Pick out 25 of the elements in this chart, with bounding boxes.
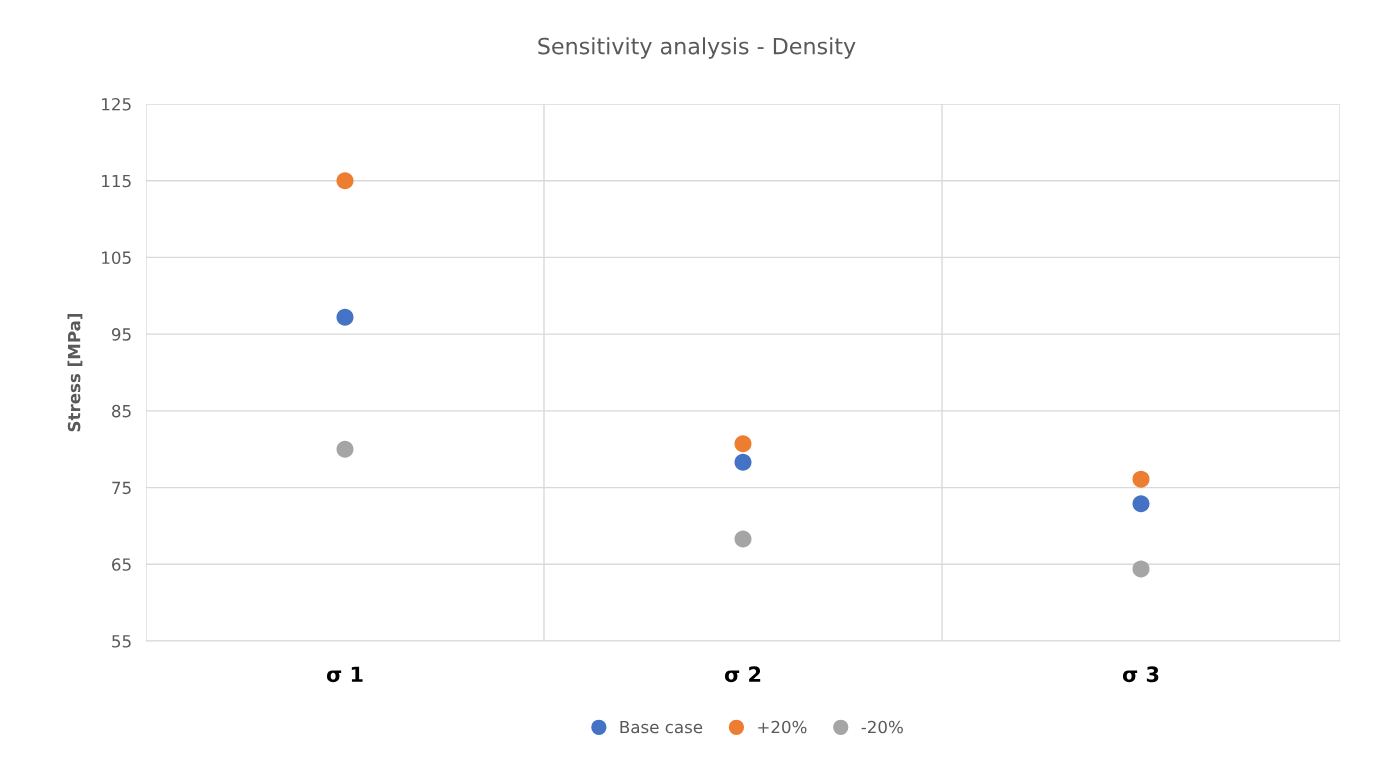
legend-label: -20% bbox=[861, 720, 903, 734]
x-tick-label: σ 3 bbox=[1122, 666, 1159, 683]
legend-label: Base case bbox=[620, 720, 703, 734]
point bbox=[336, 308, 354, 326]
legend-label: +20% bbox=[758, 720, 807, 734]
y-tick-label: 105 bbox=[102, 251, 131, 264]
point bbox=[734, 453, 752, 471]
y-tick-label: 65 bbox=[112, 558, 131, 571]
point bbox=[1132, 470, 1150, 488]
y-tick-label: 115 bbox=[102, 174, 131, 188]
y-tick-label: 125 bbox=[102, 97, 131, 111]
y-tick-label: 85 bbox=[112, 404, 131, 418]
point bbox=[1132, 495, 1150, 513]
y-tick-label: 95 bbox=[111, 328, 131, 341]
point bbox=[1132, 560, 1150, 578]
y-tick-label: 75 bbox=[112, 481, 131, 495]
x-tick-label: σ 2 bbox=[724, 666, 761, 683]
point bbox=[734, 530, 752, 548]
x-tick-label: σ 1 bbox=[326, 666, 363, 683]
y-axis-title: Stress [MPa] bbox=[67, 313, 83, 432]
chart-title: Sensitivity analysis - Density bbox=[538, 37, 856, 59]
y-tick-label: 55 bbox=[112, 635, 131, 648]
point bbox=[336, 172, 354, 190]
point bbox=[336, 440, 354, 458]
point bbox=[734, 435, 752, 453]
